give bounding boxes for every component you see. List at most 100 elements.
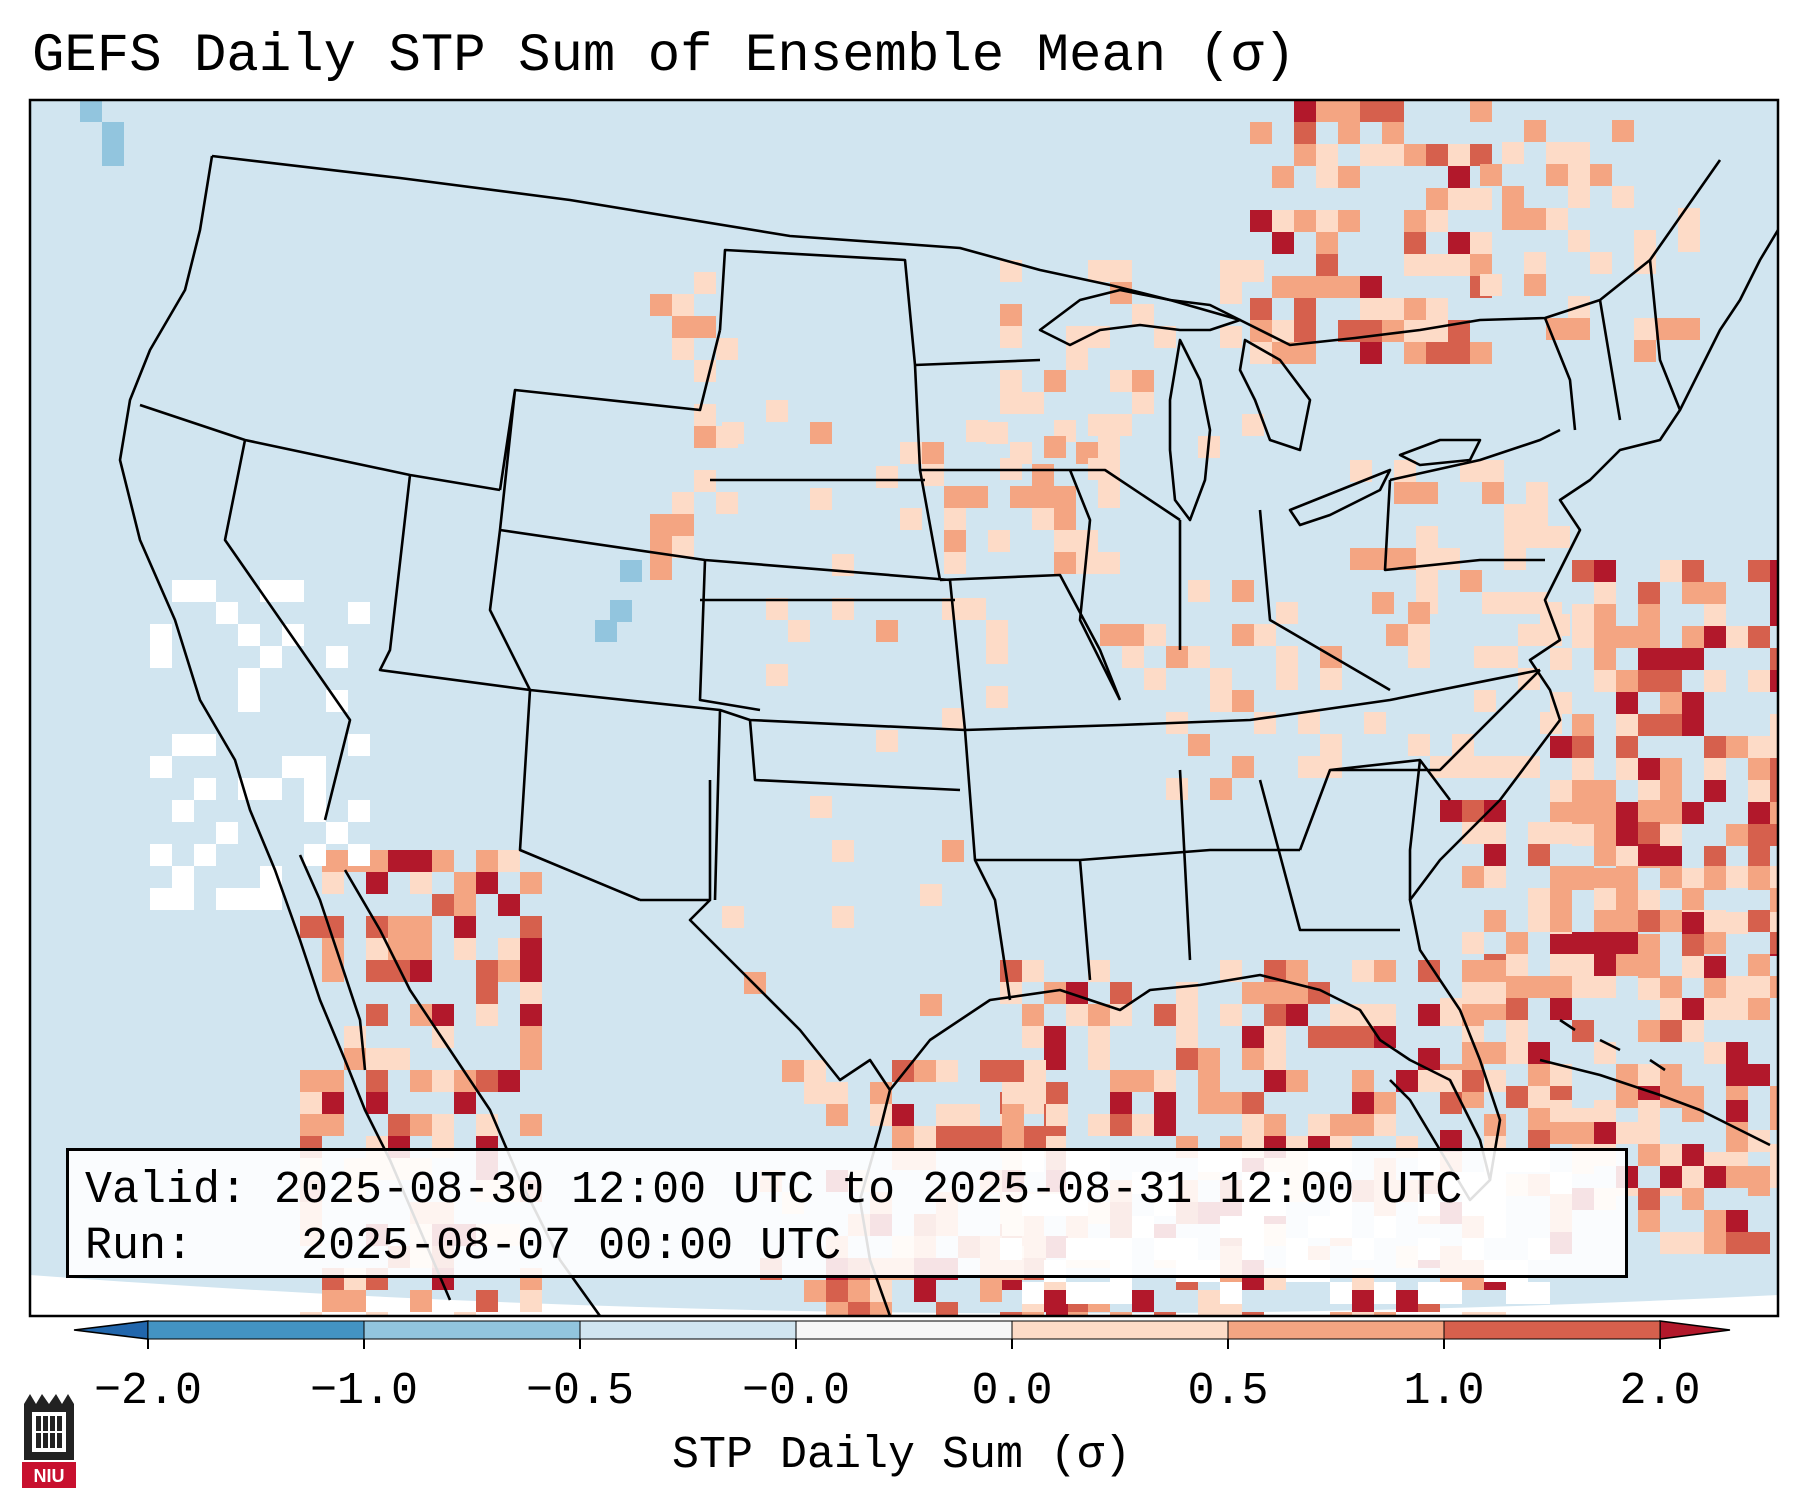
anomaly-cell [216,602,238,624]
anomaly-cell [1054,508,1076,530]
anomaly-cell [1386,624,1408,646]
anomaly-cell [1528,976,1550,998]
anomaly-cell [1502,186,1524,208]
anomaly-cell [1526,504,1548,526]
anomaly-cell [1612,186,1634,208]
anomaly-cell [1594,582,1616,604]
anomaly-cell [1294,210,1316,232]
anomaly-cell [1350,460,1372,482]
anomaly-cell [964,598,986,620]
anomaly-cell [1748,910,1770,932]
anomaly-cell [1022,392,1044,414]
anomaly-cell [1250,342,1272,364]
anomaly-cell [1546,142,1568,164]
anomaly-cell [1294,144,1316,166]
anomaly-cell [326,822,348,844]
anomaly-cell [1132,370,1154,392]
anomaly-cell [1660,1020,1682,1042]
colorbar-tick-label: −0.5 [525,1366,635,1417]
anomaly-cell [322,1290,344,1312]
anomaly-cell [410,850,432,872]
colorbar-bin [147,1320,365,1340]
anomaly-cell [900,508,922,530]
anomaly-cell [1502,208,1524,230]
anomaly-cell [1616,866,1638,888]
pacific-coast [118,155,452,1301]
anomaly-cell [1660,714,1682,736]
anomaly-cell [300,1114,322,1136]
anomaly-cell [716,338,738,360]
anomaly-cell [366,850,388,872]
anomaly-cell [1770,604,1778,626]
anomaly-cell [1046,1302,1068,1316]
anomaly-cell [1496,756,1518,778]
anomaly-cell [1044,1026,1066,1048]
anomaly-cell [1616,1122,1638,1144]
anomaly-cell [1572,736,1594,758]
anomaly-cell [1338,276,1360,298]
anomaly-cell [1470,232,1492,254]
anomaly-cell [1298,756,1320,778]
anomaly-cell [1594,976,1616,998]
anomaly-cell [1678,318,1700,340]
anomaly-cell [1526,482,1548,504]
anomaly-cell [150,646,172,668]
anomaly-cell [1416,570,1438,592]
anomaly-cell [1330,1312,1352,1316]
anomaly-cell [1088,260,1110,282]
anomaly-cell [942,708,964,730]
anomaly-cell [1726,824,1748,846]
anomaly-cell [1594,932,1616,954]
anomaly-cell [454,1092,476,1114]
anomaly-cell [1704,1232,1726,1254]
anomaly-cell [672,492,694,514]
anomaly-cell [1550,802,1572,824]
anomaly-cell [1704,670,1726,692]
anomaly-cell [1660,780,1682,802]
anomaly-cell [1448,144,1470,166]
anomaly-cell [172,580,194,602]
anomaly-cell [672,316,694,338]
anomaly-cell [1298,712,1320,734]
anomaly-cell [1242,1026,1264,1048]
anomaly-cell [1770,582,1778,604]
anomaly-cell [1360,276,1382,298]
anomaly-cell [1044,1048,1066,1070]
anomaly-cell [520,872,542,894]
anomaly-cell [1704,846,1726,868]
anomaly-cell [1682,934,1704,956]
anomaly-cell [1110,982,1132,1004]
anomaly-cell [520,960,542,982]
anomaly-cell [194,778,216,800]
anomaly-cell [1726,1042,1748,1064]
anomaly-cell [1546,208,1568,230]
anomaly-cell [300,916,322,938]
anomaly-cell [1088,414,1110,436]
anomaly-cell [1528,844,1550,866]
anomaly-cell [172,866,194,888]
anomaly-cell [1638,1020,1660,1042]
anomaly-cell [1660,692,1682,714]
anomaly-cell [322,1114,344,1136]
anomaly-cell [476,1114,498,1136]
anomaly-cell [1590,164,1612,186]
anomaly-cell [1286,1004,1308,1026]
anomaly-cell [1176,1048,1198,1070]
anomaly-cell [1010,486,1032,508]
anomaly-cell [1594,648,1616,670]
anomaly-cell [1550,866,1572,888]
anomaly-cell [980,1126,1002,1148]
anomaly-cell [1572,824,1594,846]
anomaly-cell [1002,1126,1024,1148]
anomaly-cell [1316,254,1338,276]
lake-erie [1288,468,1392,527]
anomaly-cell [1660,1064,1682,1086]
anomaly-cell [1770,1086,1778,1108]
anomaly-cell [1656,318,1678,340]
anomaly-cell [1232,624,1254,646]
anomaly-cell [366,1070,388,1092]
anomaly-cell [1286,1070,1308,1092]
anomaly-cell [870,1104,892,1126]
anomaly-cell [1594,626,1616,648]
anomaly-cell [1372,592,1394,614]
